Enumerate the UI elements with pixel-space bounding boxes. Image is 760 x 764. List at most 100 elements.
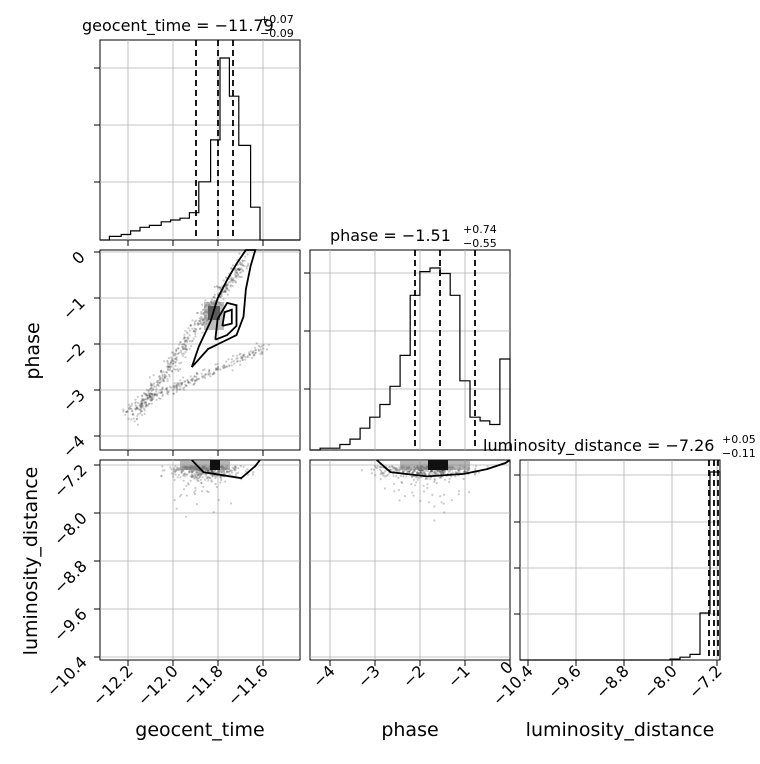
sample-point (131, 413, 134, 416)
sample-point (189, 475, 192, 478)
sample-point (176, 476, 179, 479)
sample-point (168, 369, 171, 372)
sample-point (193, 472, 196, 475)
sample-point (244, 355, 247, 359)
sample-point (166, 390, 169, 393)
sample-point (160, 380, 163, 383)
sample-point (190, 475, 193, 478)
sample-point (141, 402, 144, 406)
sample-point (196, 473, 199, 476)
sample-point (416, 472, 419, 475)
ytick-ld-0: −7.2 (50, 460, 91, 501)
sample-point (474, 465, 477, 468)
sample-point (191, 470, 194, 474)
sample-point (183, 473, 186, 476)
sample-point (400, 480, 403, 484)
sample-point (236, 360, 239, 363)
sample-point (222, 471, 225, 474)
sample-point (410, 475, 413, 478)
sample-point (381, 471, 384, 474)
sample-point (439, 471, 442, 475)
sample-point (136, 414, 139, 417)
sample-point (253, 349, 256, 352)
sample-point (185, 348, 188, 351)
sample-point (196, 473, 199, 476)
sample-point (477, 471, 480, 474)
sample-point (162, 370, 165, 373)
sample-point (159, 389, 162, 392)
sample-point (164, 387, 167, 390)
sample-point (174, 357, 177, 360)
sample-point (143, 402, 146, 405)
sample-point (176, 352, 180, 355)
sample-point (183, 336, 186, 339)
sample-point (149, 392, 152, 395)
sample-point (222, 290, 225, 294)
sample-point (141, 414, 144, 417)
sample-point (441, 471, 445, 474)
sample-point (195, 371, 198, 375)
sample-point (217, 367, 220, 370)
sample-point (189, 324, 192, 327)
sample-point (243, 353, 246, 356)
sample-point (213, 299, 216, 302)
sample-point (131, 410, 134, 413)
sample-point (207, 373, 210, 376)
sample-point (197, 378, 200, 381)
sample-point (431, 470, 434, 473)
sample-point (182, 388, 186, 391)
sample-point (235, 357, 238, 360)
sample-point (215, 367, 219, 370)
sample-point (148, 388, 151, 391)
sample-point (201, 472, 204, 475)
sample-point (379, 478, 382, 481)
sample-point (387, 466, 390, 469)
sample-point (160, 371, 163, 374)
sample-point (177, 383, 180, 386)
sample-point (140, 401, 143, 404)
sample-point (240, 356, 244, 359)
sample-point (195, 328, 198, 332)
sample-point (141, 404, 144, 407)
sample-point (174, 361, 177, 364)
sample-point (201, 472, 205, 475)
sample-point (140, 404, 143, 408)
sample-point (170, 356, 173, 359)
sample-point (241, 259, 244, 262)
sample-point (187, 483, 190, 486)
sample-point (182, 347, 185, 350)
ytick-phase-4: −4 (59, 431, 89, 461)
sample-point (194, 335, 197, 338)
sample-point (195, 475, 198, 478)
sample-point (182, 343, 185, 346)
sample-point (247, 262, 250, 265)
sample-point (213, 293, 216, 296)
sample-point (420, 469, 423, 473)
contour-ld-geocent-time (191, 459, 261, 480)
sample-point (197, 322, 200, 325)
sample-point (201, 318, 204, 321)
sample-point (428, 472, 431, 475)
sample-point (178, 368, 182, 371)
sample-point (198, 327, 202, 330)
sample-point (217, 470, 220, 473)
sample-point (175, 357, 178, 360)
sample-point (433, 519, 436, 522)
sample-point (185, 345, 188, 348)
sample-point (236, 357, 239, 360)
sample-point (192, 383, 195, 386)
sample-point (201, 375, 204, 378)
sample-point (206, 476, 209, 479)
sample-point (415, 476, 418, 479)
sample-point (213, 475, 216, 478)
sample-point (225, 283, 228, 287)
sample-point (241, 264, 244, 267)
sample-point (210, 298, 214, 301)
sample-point (238, 271, 241, 274)
sample-point (208, 477, 211, 480)
sample-point (145, 403, 148, 406)
sample-point (197, 477, 200, 480)
sample-point (150, 392, 153, 395)
sample-point (486, 465, 489, 468)
sample-point (151, 394, 154, 397)
